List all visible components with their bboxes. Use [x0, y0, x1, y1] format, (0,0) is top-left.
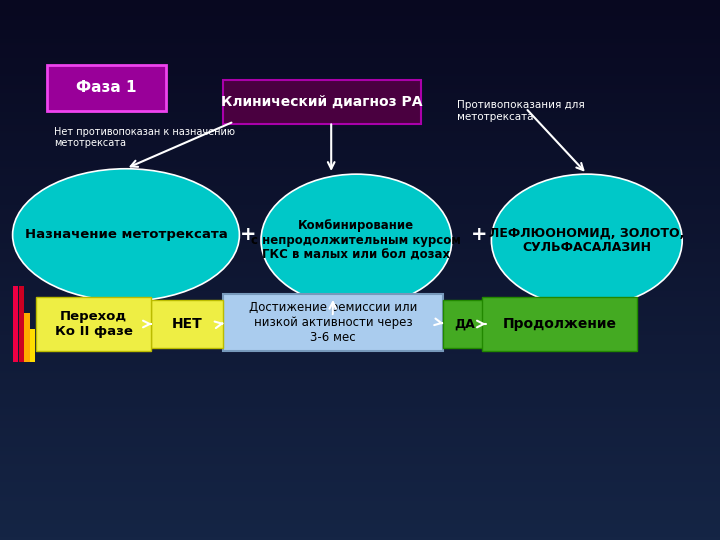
Ellipse shape: [12, 168, 239, 301]
FancyBboxPatch shape: [223, 294, 443, 351]
Text: Нет противопоказан к назначению
метотрексата: Нет противопоказан к назначению метотрек…: [54, 127, 235, 148]
Text: Противопоказания для
метотрексата: Противопоказания для метотрексата: [457, 100, 585, 122]
Bar: [24, 313, 30, 362]
Text: +: +: [471, 225, 487, 245]
FancyBboxPatch shape: [443, 300, 486, 348]
Text: НЕТ: НЕТ: [172, 317, 202, 331]
Text: Клинический диагноз РА: Клинический диагноз РА: [222, 95, 423, 109]
FancyBboxPatch shape: [47, 65, 166, 111]
FancyBboxPatch shape: [482, 297, 637, 351]
Text: Комбинирование
с непродолжительным курсом
ГКС в малых или бол дозах: Комбинирование с непродолжительным курсо…: [251, 219, 462, 262]
Text: ДА: ДА: [454, 318, 474, 330]
Text: Назначение метотрексата: Назначение метотрексата: [24, 228, 228, 241]
FancyBboxPatch shape: [151, 300, 223, 348]
Bar: [30, 329, 35, 362]
Text: Достижение ремиссии или
низкой активности через
3-6 мес: Достижение ремиссии или низкой активност…: [249, 301, 417, 344]
Ellipse shape: [491, 174, 682, 306]
Ellipse shape: [261, 174, 452, 306]
Text: ЛЕФЛЮОНОМИД, ЗОЛОТО,
СУЛЬФАСАЛАЗИН: ЛЕФЛЮОНОМИД, ЗОЛОТО, СУЛЬФАСАЛАЗИН: [489, 226, 685, 254]
Text: Переход
Ко II фазе: Переход Ко II фазе: [55, 310, 132, 338]
FancyBboxPatch shape: [36, 297, 151, 351]
Text: Продолжение: Продолжение: [503, 317, 617, 331]
Text: Фаза 1: Фаза 1: [76, 80, 137, 95]
Bar: [19, 286, 24, 362]
Text: +: +: [240, 225, 256, 245]
Bar: [13, 286, 18, 362]
FancyBboxPatch shape: [223, 80, 421, 124]
